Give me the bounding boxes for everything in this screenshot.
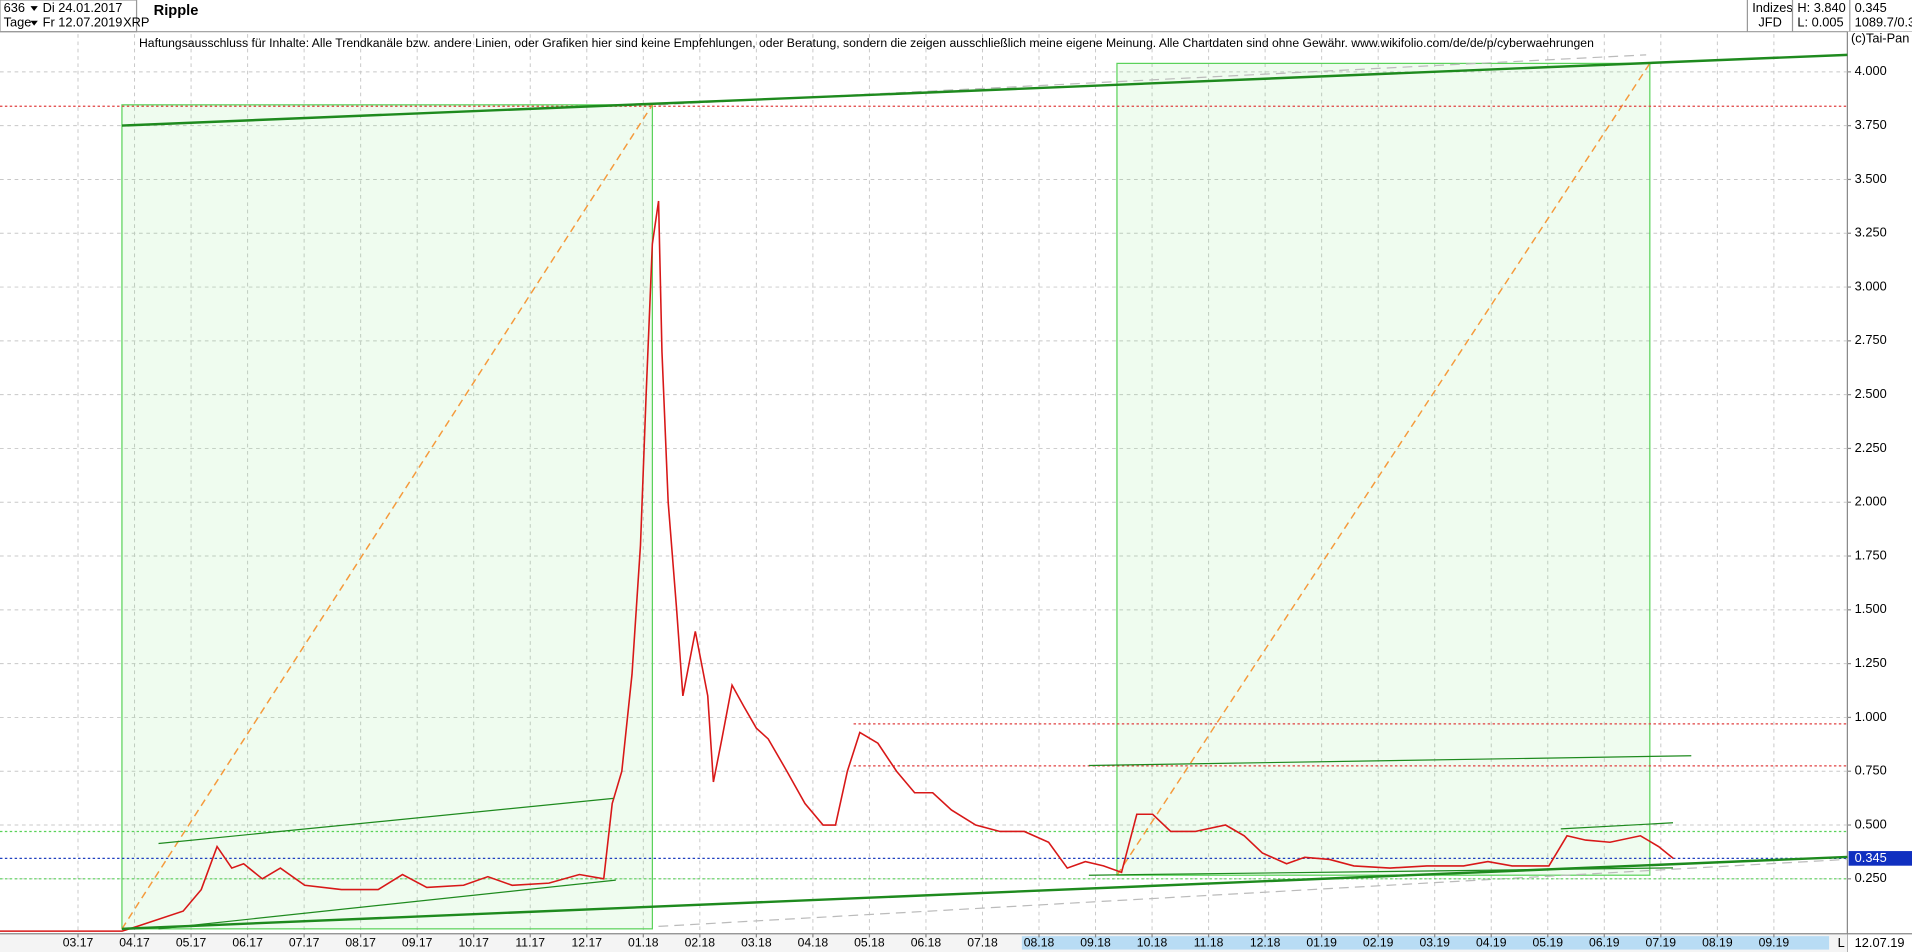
x-tick-label: 07.19 xyxy=(1646,936,1677,950)
axis-corner: L xyxy=(1838,935,1845,950)
y-tick-label: 1.250 xyxy=(1855,655,1887,670)
y-tick-label: 3.250 xyxy=(1855,225,1887,240)
low: L: 0.005 xyxy=(1797,15,1843,30)
x-tick-label: 12.18 xyxy=(1250,936,1281,950)
toolbar: 636 Di 24.01.2017 Tage Fr 12.07.2019 XRP… xyxy=(0,0,1912,33)
x-tick-label: 11.17 xyxy=(515,936,545,950)
price-tag xyxy=(1848,851,1912,866)
trend-line xyxy=(158,879,616,930)
y-tick-label: 2.750 xyxy=(1855,332,1887,347)
title: Ripple xyxy=(154,3,199,19)
price-tag-label: 0.345 xyxy=(1855,850,1887,865)
x-tick-label: 10.18 xyxy=(1137,936,1168,950)
index-label: Indizes xyxy=(1752,0,1793,15)
x-tick-label: 08.18 xyxy=(1024,936,1055,950)
source: JFD xyxy=(1758,15,1781,30)
x-tick-label: 02.18 xyxy=(685,936,716,950)
price-line xyxy=(0,200,1674,932)
copyright: (c)Tai-Pan xyxy=(1851,30,1909,45)
projection-line xyxy=(121,104,653,930)
y-tick-label: 1.500 xyxy=(1855,601,1887,616)
x-tick-label: 06.19 xyxy=(1589,936,1620,950)
x-tick-label: 01.19 xyxy=(1306,936,1337,950)
plot xyxy=(0,34,1848,934)
y-tick-label: 1.000 xyxy=(1855,709,1887,724)
x-tick-label: 06.18 xyxy=(911,936,942,950)
x-range-highlight[interactable] xyxy=(1021,936,1830,950)
x-tick-label: 08.19 xyxy=(1702,936,1733,950)
projection-line xyxy=(1116,62,1651,876)
x-tick-label: 04.18 xyxy=(798,936,829,950)
x-tick-label: 05.19 xyxy=(1533,936,1564,950)
trend-line xyxy=(1088,867,1674,876)
end-date[interactable]: Fr 12.07.2019 xyxy=(43,15,123,30)
x-tick-label: 09.17 xyxy=(402,936,433,950)
x-tick-label: 02.19 xyxy=(1363,936,1394,950)
dropdown-icon[interactable] xyxy=(30,6,38,11)
symbol: XRP xyxy=(123,15,149,30)
x-tick-label: 12.17 xyxy=(572,936,603,950)
y-tick-label: 4.000 xyxy=(1855,63,1887,78)
x-tick-label: 07.18 xyxy=(967,936,998,950)
x-tick-label: 10.17 xyxy=(458,936,489,950)
y-tick-label: 2.500 xyxy=(1855,386,1887,401)
x-tick-label: 09.18 xyxy=(1080,936,1111,950)
y-tick-label: 2.250 xyxy=(1855,440,1887,455)
count[interactable]: 636 xyxy=(4,0,25,15)
toolbar-bg xyxy=(0,0,1912,32)
trend-line xyxy=(1088,755,1692,767)
trend-line xyxy=(1560,822,1674,830)
x-tick-label: 05.17 xyxy=(176,936,207,950)
guide-line xyxy=(658,858,1848,928)
axis-date: 12.07.19 xyxy=(1855,935,1905,950)
x-tick-label: 07.17 xyxy=(289,936,320,950)
y-axis-panel xyxy=(1847,31,1912,934)
y-tick-label: 2.000 xyxy=(1855,494,1887,509)
x-tick-label: 11.18 xyxy=(1194,936,1224,950)
trend-line xyxy=(158,797,614,845)
period[interactable]: Tage xyxy=(4,15,32,30)
x-tick-label: 04.17 xyxy=(119,936,150,950)
y-tick-label: 3.500 xyxy=(1855,171,1887,186)
y-tick-label: 0.750 xyxy=(1855,763,1887,778)
x-tick-label: 03.17 xyxy=(63,936,94,950)
x-tick-label: 09.19 xyxy=(1759,936,1790,950)
high: H: 3.840 xyxy=(1797,0,1845,15)
x-tick-label: 04.19 xyxy=(1476,936,1507,950)
x-tick-label: 05.18 xyxy=(854,936,885,950)
x-tick-label: 03.19 xyxy=(1419,936,1450,950)
x-tick-label: 06.17 xyxy=(232,936,263,950)
y-tick-label: 3.750 xyxy=(1855,117,1887,132)
last: 0.345 xyxy=(1855,0,1887,15)
y-tick-label: 0.250 xyxy=(1855,870,1887,885)
x-tick-label: 08.17 xyxy=(345,936,376,950)
x-tick-label: 03.18 xyxy=(741,936,772,950)
trend-line xyxy=(121,53,1848,127)
dropdown-icon[interactable] xyxy=(30,20,38,26)
disclaimer: Haftungsausschluss für Inhalte: Alle Tre… xyxy=(139,36,1594,50)
y-tick-label: 0.500 xyxy=(1855,816,1887,831)
start-date[interactable]: Di 24.01.2017 xyxy=(43,0,123,15)
box-overlay xyxy=(1116,62,1651,876)
extra: 1089.7/0.3 xyxy=(1855,15,1912,30)
y-tick-label: 3.000 xyxy=(1855,278,1887,293)
x-tick-label: 01.18 xyxy=(628,936,659,950)
y-tick-label: 1.750 xyxy=(1855,547,1887,562)
